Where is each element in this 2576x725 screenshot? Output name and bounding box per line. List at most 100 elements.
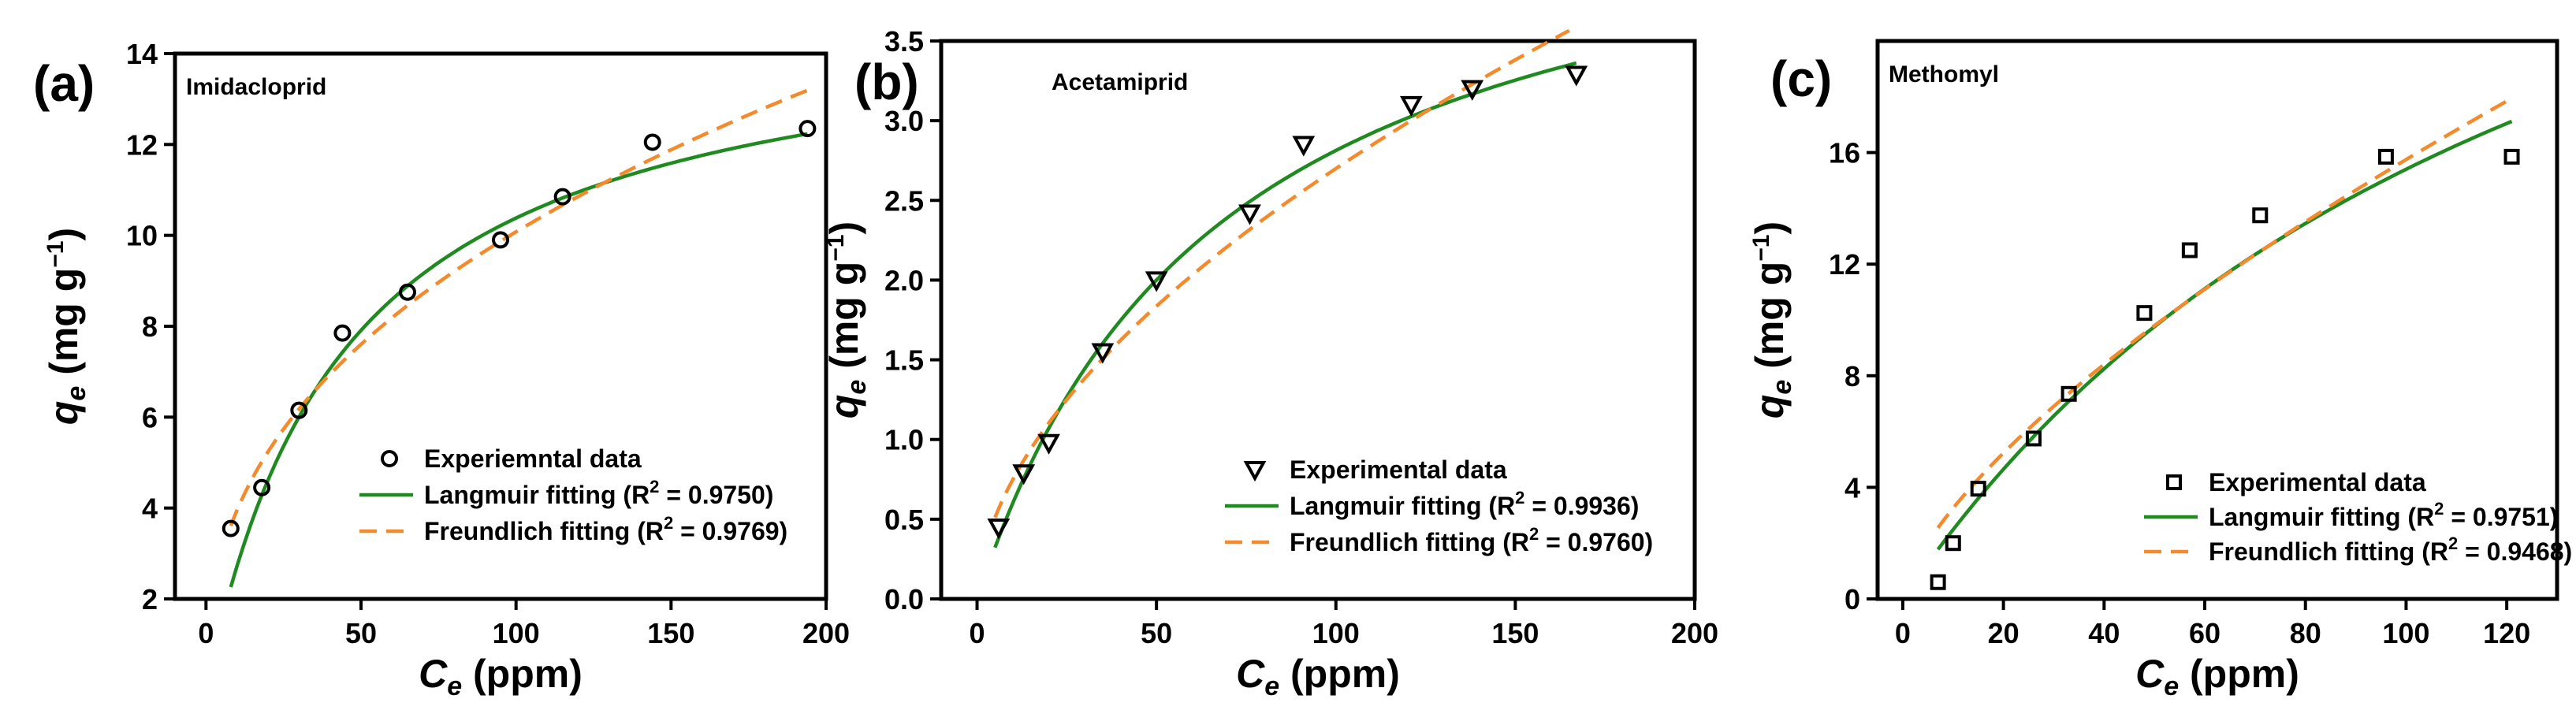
data-point bbox=[221, 519, 240, 537]
x-tick-label: 150 bbox=[647, 617, 694, 649]
data-point bbox=[2377, 148, 2394, 165]
y-tick-label: 10 bbox=[126, 220, 158, 252]
panel-letter: (c) bbox=[1770, 50, 1832, 107]
data-point bbox=[2060, 385, 2077, 402]
freundlich-fit-line bbox=[993, 28, 1570, 519]
data-point bbox=[2181, 242, 2198, 258]
y-tick-label: 3.0 bbox=[884, 105, 924, 137]
data-point bbox=[2503, 148, 2520, 165]
legend-label: Langmuir fitting (R2 = 0.9751) bbox=[2209, 499, 2558, 531]
data-point bbox=[1145, 271, 1168, 292]
x-axis-title: Ce (ppm) bbox=[2135, 652, 2299, 701]
legend-label: Freundlich fitting (R2 = 0.9769) bbox=[424, 513, 787, 545]
panel-letter: (a) bbox=[33, 55, 95, 112]
x-tick-label: 20 bbox=[1988, 617, 2019, 649]
x-tick-label: 50 bbox=[1141, 617, 1172, 649]
legend-marker bbox=[2166, 474, 2182, 490]
x-tick-label: 50 bbox=[345, 617, 377, 649]
data-point bbox=[399, 283, 416, 301]
data-point bbox=[1238, 204, 1261, 225]
legend-label: Freundlich fitting (R2 = 0.9468) bbox=[2209, 534, 2572, 566]
legend-label: Experimental data bbox=[2209, 468, 2426, 496]
data-point bbox=[2025, 430, 2042, 447]
legend-marker bbox=[1243, 461, 1267, 482]
data-point bbox=[290, 401, 308, 419]
y-tick-label: 8 bbox=[1845, 360, 1860, 392]
x-axis-title: Ce (ppm) bbox=[1236, 652, 1400, 701]
x-tick-label: 100 bbox=[2382, 617, 2429, 649]
y-tick-label: 0 bbox=[1845, 583, 1860, 615]
x-tick-label: 120 bbox=[2483, 617, 2530, 649]
y-tick-label: 1.5 bbox=[884, 344, 924, 377]
plot-frame bbox=[939, 39, 1697, 601]
langmuir-fit-line bbox=[993, 61, 1577, 548]
y-axis-title: qe (mg g−1) bbox=[42, 228, 91, 425]
data-point bbox=[1930, 574, 1946, 590]
y-axis-title: qe (mg g−1) bbox=[1748, 221, 1797, 418]
x-tick-label: 0 bbox=[1895, 617, 1911, 649]
data-point bbox=[1292, 136, 1316, 157]
y-tick-label: 12 bbox=[126, 128, 158, 161]
langmuir-fit-line bbox=[229, 132, 808, 588]
x-tick-label: 60 bbox=[2189, 617, 2220, 649]
x-tick-label: 80 bbox=[2290, 617, 2321, 649]
plot-frame bbox=[1875, 39, 2559, 601]
data-point bbox=[253, 478, 271, 496]
chart-title: Methomyl bbox=[1889, 61, 1999, 87]
y-tick-label: 2.5 bbox=[884, 184, 924, 217]
freundlich-fit-line bbox=[1936, 96, 2513, 530]
x-axis-title: Ce (ppm) bbox=[419, 652, 583, 701]
data-point bbox=[553, 188, 571, 206]
chart-panel-3: 0 20 40 60 80 100 120 0 4 8 12 16 (c) Methomyl Ce (ppm… bbox=[1748, 39, 2572, 701]
x-tick-label: 200 bbox=[802, 617, 850, 649]
chart-title: Imidacloprid bbox=[186, 74, 326, 100]
y-axis-title: qe (mg g−1) bbox=[822, 221, 872, 418]
y-tick-label: 6 bbox=[142, 401, 158, 433]
x-tick-label: 0 bbox=[970, 617, 985, 649]
legend-label: Experimental data bbox=[1290, 455, 1507, 484]
data-point bbox=[643, 133, 661, 151]
chart-panel-2: 0 50 100 150 200 0.0 0.5 1.0 1.5 2.0 2.5 3.0 3.5(b) A… bbox=[822, 25, 1718, 701]
data-point bbox=[987, 518, 1011, 540]
y-tick-label: 8 bbox=[142, 310, 158, 343]
data-point bbox=[2136, 305, 2153, 322]
data-point bbox=[1461, 80, 1484, 101]
legend-label: Experiemntal data bbox=[424, 444, 642, 473]
y-tick-label: 0.0 bbox=[884, 583, 924, 615]
data-point bbox=[2252, 207, 2269, 224]
x-tick-label: 40 bbox=[2088, 617, 2120, 649]
data-point bbox=[1399, 95, 1423, 117]
legend: Experiemntal data Langmuir fitting (R2 = … bbox=[359, 444, 787, 545]
legend-label: Freundlich fitting (R2 = 0.9760) bbox=[1290, 524, 1653, 556]
y-tick-label: 3.5 bbox=[884, 25, 924, 58]
x-tick-label: 100 bbox=[1312, 617, 1360, 649]
data-point bbox=[333, 324, 352, 342]
x-tick-label: 100 bbox=[493, 617, 540, 649]
data-point bbox=[492, 231, 509, 249]
x-tick-label: 200 bbox=[1671, 617, 1718, 649]
legend-marker bbox=[381, 450, 398, 467]
data-point bbox=[1037, 433, 1060, 455]
y-tick-label: 2 bbox=[142, 583, 158, 615]
y-tick-label: 16 bbox=[1829, 137, 1860, 169]
chart-panel-1: 0 50 100 150 200 2 4 6 8 10 12 14 (a) Imidacloprid Ce … bbox=[33, 38, 850, 701]
legend-label: Langmuir fitting (R2 = 0.9750) bbox=[424, 477, 773, 509]
y-tick-label: 4 bbox=[1845, 471, 1860, 504]
y-tick-label: 12 bbox=[1829, 248, 1860, 281]
x-tick-label: 150 bbox=[1491, 617, 1539, 649]
chart-title: Acetamiprid bbox=[1052, 69, 1188, 95]
panel-letter: (b) bbox=[854, 54, 919, 110]
freundlich-fit-line bbox=[229, 88, 809, 527]
y-tick-label: 14 bbox=[126, 38, 158, 70]
y-tick-label: 1.0 bbox=[884, 424, 924, 456]
data-point bbox=[1565, 65, 1588, 87]
data-point bbox=[798, 120, 817, 138]
legend-label: Langmuir fitting (R2 = 0.9936) bbox=[1290, 488, 1639, 520]
legend: Experimental data Langmuir fitting (R2 = … bbox=[1225, 455, 1653, 556]
data-point bbox=[1945, 535, 1961, 552]
data-point bbox=[1970, 481, 1986, 497]
x-tick-label: 0 bbox=[198, 617, 214, 649]
data-point bbox=[1091, 343, 1115, 364]
legend: Experimental data Langmuir fitting (R2 = … bbox=[2144, 468, 2572, 566]
